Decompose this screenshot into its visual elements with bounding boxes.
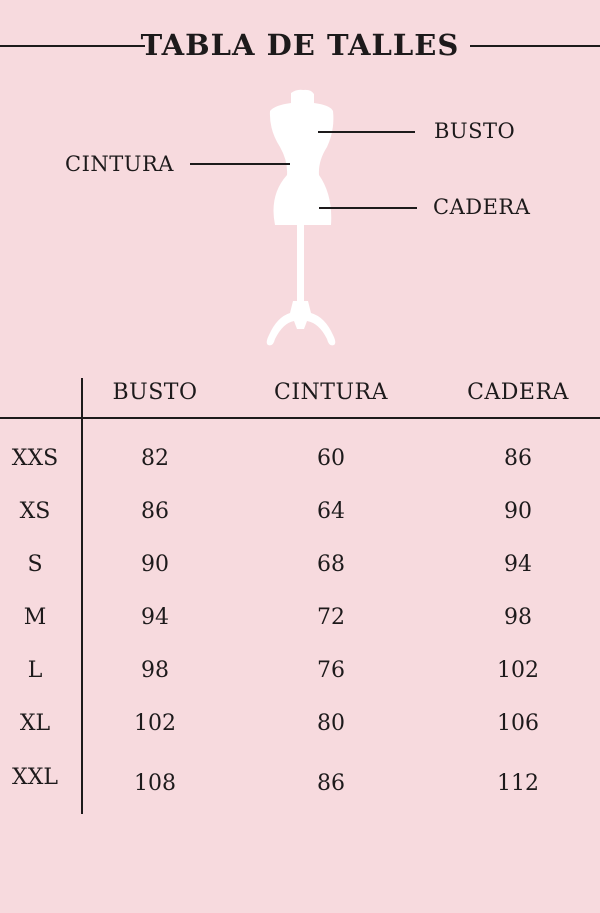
page-title: TABLA DE TALLES [140, 28, 460, 62]
measure-cell: 76 [317, 658, 345, 683]
size-label: XXL [12, 765, 58, 790]
size-label: XL [19, 711, 51, 736]
dress-form-mannequin-icon [266, 89, 336, 346]
busto-pointer-line [318, 131, 415, 133]
size-label: S [27, 552, 43, 577]
measure-cell: 86 [317, 771, 345, 796]
column-divider [81, 378, 83, 814]
measure-cell: 60 [317, 446, 345, 471]
measure-cell: 86 [504, 446, 532, 471]
cadera-label: CADERA [433, 195, 531, 219]
size-label: XXS [11, 446, 59, 471]
measure-cell: 94 [504, 552, 532, 577]
cintura-pointer-line [190, 163, 290, 165]
measure-cell: 90 [141, 552, 169, 577]
measure-cell: 82 [141, 446, 169, 471]
header-cintura: CINTURA [274, 380, 388, 405]
measure-cell: 68 [317, 552, 345, 577]
busto-label: BUSTO [434, 119, 516, 143]
measure-cell: 94 [141, 605, 169, 630]
measure-cell: 90 [504, 499, 532, 524]
measure-cell: 72 [317, 605, 345, 630]
header-busto: BUSTO [112, 380, 198, 405]
header-cadera: CADERA [467, 380, 569, 405]
title-rule-right [470, 45, 600, 47]
measure-cell: 102 [497, 658, 539, 683]
size-label: XS [19, 499, 51, 524]
measure-cell: 98 [504, 605, 532, 630]
measure-cell: 106 [497, 711, 539, 736]
measure-cell: 98 [141, 658, 169, 683]
cadera-pointer-line [319, 207, 417, 209]
cintura-label: CINTURA [65, 152, 174, 176]
measure-cell: 64 [317, 499, 345, 524]
measure-cell: 86 [141, 499, 169, 524]
title-rule-left [0, 45, 145, 47]
measure-cell: 102 [134, 711, 176, 736]
measure-cell: 108 [134, 771, 176, 796]
size-label: L [27, 658, 43, 683]
measure-cell: 112 [497, 771, 539, 796]
header-divider [0, 417, 600, 419]
measure-cell: 80 [317, 711, 345, 736]
size-label: M [23, 605, 47, 630]
